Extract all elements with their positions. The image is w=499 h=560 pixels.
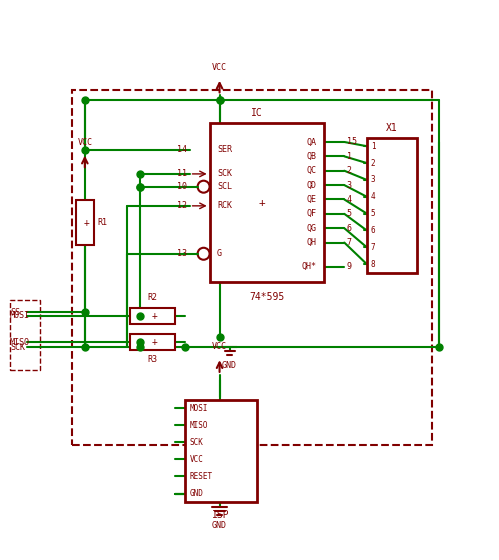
Text: SER: SER [217, 146, 232, 155]
Text: QH*: QH* [302, 262, 317, 271]
Text: 7: 7 [371, 242, 375, 252]
Text: 10: 10 [177, 182, 187, 191]
Text: VCC: VCC [190, 455, 204, 464]
Text: SS: SS [10, 308, 20, 317]
Text: 6: 6 [347, 223, 352, 233]
Text: VCC: VCC [212, 342, 227, 351]
Text: QF: QF [307, 209, 317, 218]
Text: 7: 7 [347, 238, 352, 247]
Text: 1: 1 [371, 142, 375, 151]
Bar [210, 123, 324, 282]
Text: SCK: SCK [190, 438, 204, 447]
Text: 5: 5 [371, 209, 375, 218]
Text: 8: 8 [371, 260, 375, 269]
Bar [72, 90, 432, 445]
Text: 6: 6 [371, 226, 375, 235]
Text: 3: 3 [371, 175, 375, 184]
Text: R1: R1 [97, 218, 107, 227]
Text: RESET: RESET [190, 472, 213, 481]
Text: 15: 15 [347, 137, 357, 147]
Text: QE: QE [307, 195, 317, 204]
Text: QG: QG [307, 223, 317, 233]
Text: MISO: MISO [10, 338, 30, 347]
Text: VCC: VCC [77, 138, 92, 147]
Text: QH: QH [307, 238, 317, 247]
Bar [185, 400, 257, 502]
Text: +: + [84, 218, 90, 227]
Text: GND: GND [212, 521, 227, 530]
Text: 5: 5 [347, 209, 352, 218]
Text: ISP: ISP [212, 510, 230, 520]
Text: +: + [258, 198, 265, 208]
Bar [10, 300, 40, 370]
Bar [367, 138, 417, 273]
Text: 12: 12 [177, 202, 187, 211]
Text: GND: GND [190, 489, 204, 498]
Text: VCC: VCC [212, 63, 227, 72]
Bar [130, 308, 175, 324]
Text: 13: 13 [177, 249, 187, 258]
Text: 1: 1 [347, 152, 352, 161]
Text: MOSI: MOSI [190, 404, 208, 413]
Text: 11: 11 [177, 170, 187, 179]
Text: MISO: MISO [190, 421, 208, 430]
Text: X1: X1 [386, 123, 398, 133]
Text: +: + [152, 337, 158, 347]
Bar [130, 334, 175, 351]
Text: 14: 14 [177, 146, 187, 155]
Text: IC: IC [251, 108, 263, 118]
Text: 9: 9 [347, 262, 352, 271]
Text: 3: 3 [347, 180, 352, 190]
Text: R3: R3 [147, 355, 157, 364]
Text: QB: QB [307, 152, 317, 161]
Text: 2: 2 [371, 158, 375, 167]
Bar [76, 200, 94, 245]
Text: 2: 2 [347, 166, 352, 175]
Text: MOSI: MOSI [10, 311, 30, 320]
Text: QC: QC [307, 166, 317, 175]
Text: +: + [152, 311, 158, 321]
Text: RCK: RCK [217, 202, 232, 211]
Text: GND: GND [222, 361, 237, 370]
Text: R2: R2 [147, 293, 157, 302]
Text: SCL: SCL [217, 182, 232, 191]
Text: 74*595: 74*595 [250, 292, 284, 302]
Text: G: G [217, 249, 222, 258]
Text: QD: QD [307, 180, 317, 190]
Text: 4: 4 [371, 192, 375, 201]
Text: 4: 4 [347, 195, 352, 204]
Text: SCK: SCK [10, 343, 25, 352]
Text: QA: QA [307, 137, 317, 147]
Text: SCK: SCK [217, 170, 232, 179]
